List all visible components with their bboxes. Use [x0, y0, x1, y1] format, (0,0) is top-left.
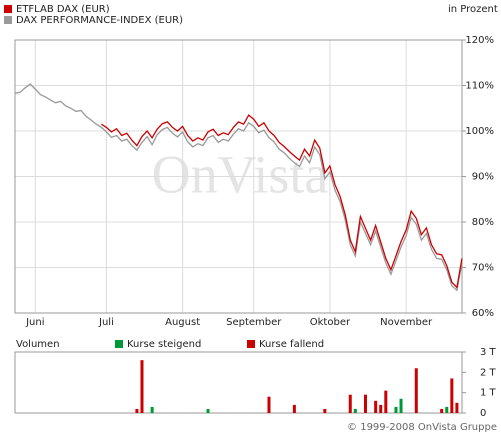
volume-bar	[353, 408, 357, 413]
volume-bar	[440, 408, 444, 413]
axis-unit: in Prozent	[448, 4, 498, 15]
volume-title: Volumen	[16, 339, 60, 350]
y-tick-label: 2 T	[480, 367, 497, 378]
volume-bar	[455, 402, 459, 413]
volume-bar	[292, 404, 296, 413]
volume-bar	[414, 368, 418, 413]
volume-bar	[374, 400, 378, 413]
legend-label: Kurse fallend	[259, 339, 324, 350]
legend-swatch	[4, 16, 12, 24]
y-tick-label: 1 T	[480, 388, 497, 399]
x-tick-label: Juli	[98, 317, 114, 328]
volume-bar	[399, 398, 403, 413]
volume-bar	[363, 394, 367, 413]
legend-label: ETFLAB DAX (EUR)	[16, 4, 110, 15]
y-tick-label: 90%	[472, 172, 494, 183]
y-tick-label: 3 T	[480, 347, 497, 358]
volume-bar	[379, 404, 383, 413]
legend-label: DAX PERFORMANCE-INDEX (EUR)	[16, 15, 183, 26]
volume-frame	[14, 351, 463, 414]
y-tick-label: 60%	[472, 308, 494, 319]
y-tick-label: 70%	[472, 263, 494, 274]
volume-bar	[450, 378, 454, 413]
watermark: OnVista	[152, 144, 329, 204]
legend-swatch	[115, 340, 123, 348]
y-tick-label: 110%	[465, 81, 494, 92]
x-tick-label: Juni	[25, 317, 44, 328]
volume-bar	[206, 408, 210, 413]
volume-bar	[140, 360, 144, 413]
footer: © 1999-2008 OnVista Gruppe	[347, 422, 497, 433]
series-line	[101, 114, 463, 289]
legend-label: Kurse steigend	[127, 339, 201, 350]
volume-bar	[150, 406, 154, 413]
x-tick-label: September	[226, 317, 282, 328]
x-tick-label: August	[165, 317, 200, 328]
volume-bar	[348, 394, 352, 413]
y-tick-label: 80%	[472, 217, 494, 228]
volume-bar	[384, 390, 388, 413]
volume-bar	[267, 396, 271, 413]
y-tick-label: 0	[480, 408, 486, 419]
legend-swatch	[247, 340, 255, 348]
series-line	[14, 83, 463, 292]
y-tick-label: 100%	[465, 126, 494, 137]
volume-bar	[394, 406, 398, 413]
y-tick-label: 120%	[465, 35, 494, 46]
legend-swatch	[4, 5, 12, 13]
x-tick-label: November	[380, 317, 433, 328]
volume-bar	[323, 408, 327, 413]
volume-bar	[445, 406, 449, 413]
volume-bar	[135, 408, 139, 413]
x-tick-label: Oktober	[310, 317, 351, 328]
